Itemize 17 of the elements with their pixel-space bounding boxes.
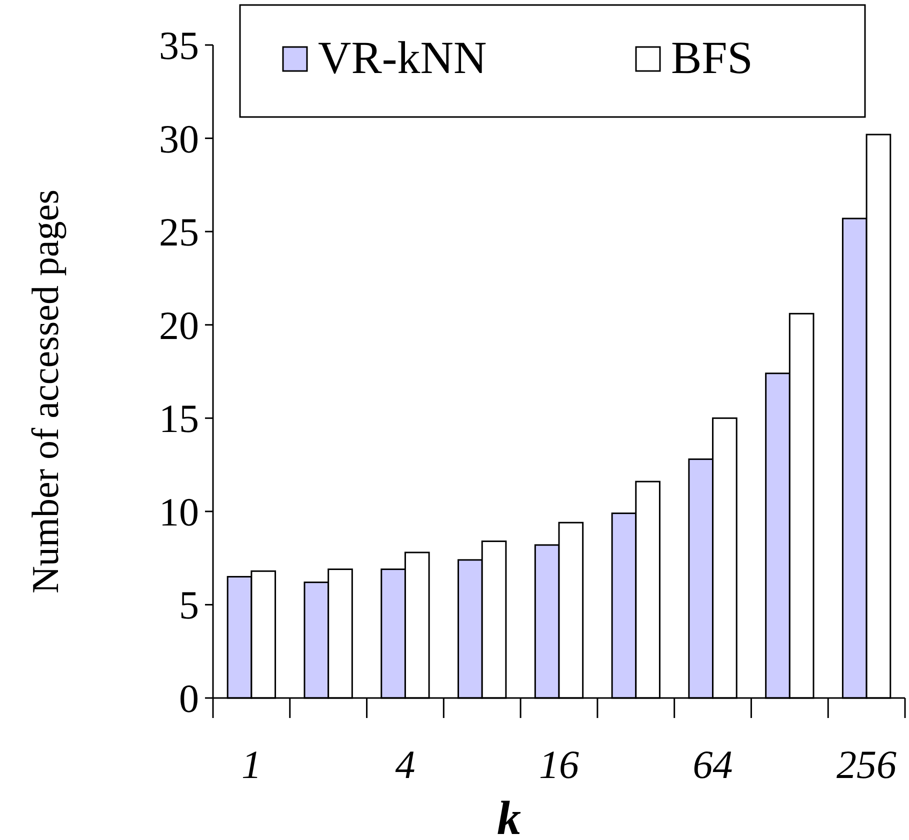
y-tick-label: 25	[159, 210, 199, 255]
x-tick-label: 256	[836, 742, 897, 787]
y-tick-label: 35	[159, 23, 199, 68]
x-tick-label: 64	[692, 742, 733, 787]
y-tick-label: 0	[179, 676, 199, 721]
x-axis-title: k	[497, 792, 521, 840]
y-axis-title: Number of accessed pages	[25, 189, 67, 594]
y-tick-label: 30	[159, 116, 199, 162]
legend-label: BFS	[671, 32, 753, 83]
x-tick-label: 16	[539, 742, 579, 787]
y-tick-label: 20	[159, 302, 199, 348]
y-tick-label: 10	[159, 489, 199, 534]
x-tick-label: 4	[395, 742, 416, 787]
y-tick-label: 15	[159, 396, 199, 442]
legend-label: VR-kNN	[318, 32, 487, 83]
y-tick-label: 5	[179, 582, 199, 628]
x-tick-label: 1	[241, 742, 262, 787]
